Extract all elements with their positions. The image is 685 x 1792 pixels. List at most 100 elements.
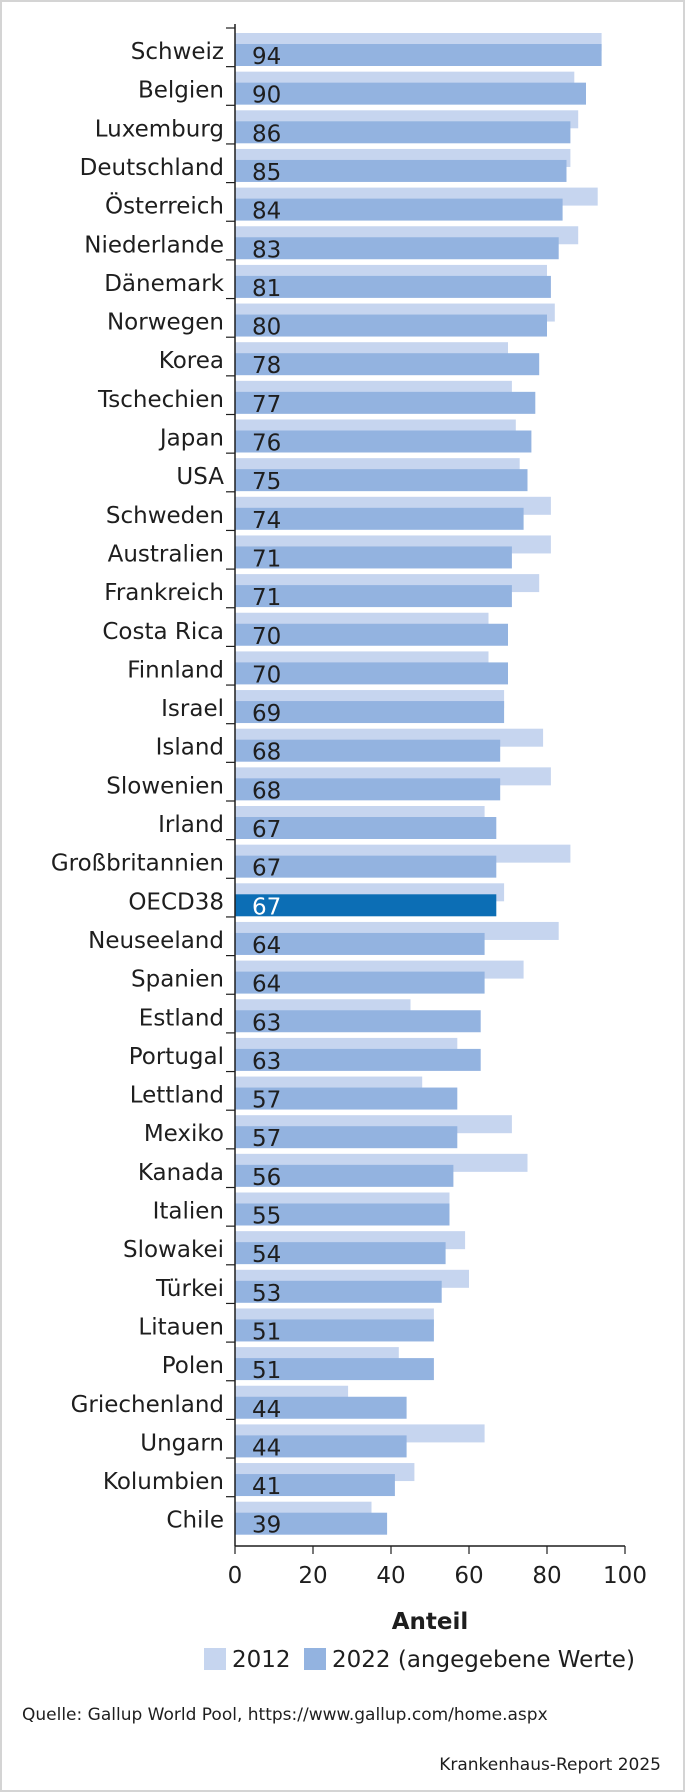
bar-2022 xyxy=(235,932,485,955)
x-tick-label: 20 xyxy=(298,1563,327,1589)
value-label: 63 xyxy=(252,1010,281,1036)
value-label: 83 xyxy=(252,237,281,263)
category-label: Irland xyxy=(158,812,224,838)
category-label: Australien xyxy=(108,541,224,567)
bar-2022 xyxy=(235,314,547,337)
bar-2022 xyxy=(235,778,501,801)
category-label: Österreich xyxy=(105,192,224,220)
bar-2022 xyxy=(235,1396,407,1419)
category-label: Schweden xyxy=(106,503,224,529)
bar-2022 xyxy=(235,855,497,878)
category-label: Deutschland xyxy=(80,155,224,181)
value-label: 39 xyxy=(252,1513,281,1539)
value-label: 64 xyxy=(252,933,281,959)
category-label: Portugal xyxy=(129,1044,224,1070)
category-label: Slowakei xyxy=(123,1237,224,1263)
value-label: 85 xyxy=(252,160,281,186)
category-label: Dänemark xyxy=(104,271,224,297)
bar-2022 xyxy=(235,469,528,492)
value-label: 90 xyxy=(252,83,281,109)
value-label: 94 xyxy=(252,44,281,70)
bar-2022 xyxy=(235,1048,481,1071)
category-label: Litauen xyxy=(138,1314,224,1340)
value-label: 75 xyxy=(252,469,281,495)
legend-label-2022: 2022 (angegebene Werte) xyxy=(332,1647,635,1673)
bar-2022-highlight xyxy=(235,894,497,917)
value-label: 70 xyxy=(252,624,281,650)
value-label: 51 xyxy=(252,1319,281,1345)
axes: 0 20 40 60 80 100 xyxy=(226,24,647,1589)
category-label: Estland xyxy=(139,1005,224,1031)
bar-2022 xyxy=(235,1164,454,1187)
bar-2022 xyxy=(235,1087,458,1110)
category-label: Norwegen xyxy=(107,310,224,336)
bar-2022 xyxy=(235,1203,450,1226)
value-label: 56 xyxy=(252,1165,281,1191)
bar-2022 xyxy=(235,1474,395,1497)
category-label: Finnland xyxy=(127,657,224,683)
value-label: 55 xyxy=(252,1204,281,1230)
value-label: 69 xyxy=(252,701,281,727)
category-label: Chile xyxy=(166,1508,224,1534)
bar-2022 xyxy=(235,701,505,724)
value-label: 71 xyxy=(252,585,281,611)
bar-2022 xyxy=(235,1242,446,1265)
value-label: 57 xyxy=(252,1088,281,1114)
x-tick-label: 40 xyxy=(376,1563,405,1589)
value-label: 44 xyxy=(252,1435,281,1461)
bar-2022 xyxy=(235,1280,442,1303)
value-label: 57 xyxy=(252,1126,281,1152)
category-label: Schweiz xyxy=(131,39,224,65)
bar-2022 xyxy=(235,1358,434,1381)
bar-2022 xyxy=(235,121,571,144)
value-label: 44 xyxy=(252,1397,281,1423)
bar-2022 xyxy=(235,817,497,839)
source-note: Quelle: Gallup World Pool, https://www.g… xyxy=(22,1705,548,1725)
bar-2022 xyxy=(235,507,524,530)
bar-2022 xyxy=(235,237,559,260)
category-label: Griechenland xyxy=(71,1392,224,1418)
category-label: Japan xyxy=(158,426,224,452)
category-label: USA xyxy=(176,464,224,490)
bar-2022 xyxy=(235,430,532,453)
value-label: 63 xyxy=(252,1049,281,1075)
category-label: Tschechien xyxy=(97,387,224,413)
category-label: Island xyxy=(156,735,224,761)
category-label: Großbritannien xyxy=(51,851,224,877)
value-label: 74 xyxy=(252,508,281,534)
category-label: Costa Rica xyxy=(102,619,224,645)
category-label: Belgien xyxy=(138,78,224,104)
legend-label-2012: 2012 xyxy=(232,1647,291,1673)
value-label: 51 xyxy=(252,1358,281,1384)
category-labels: Schweiz Belgien Luxemburg Deutschland Österr… xyxy=(51,39,225,1534)
bar-2022 xyxy=(235,662,508,685)
value-label: 80 xyxy=(252,315,281,341)
legend-swatch-2022 xyxy=(304,1648,326,1670)
value-label: 41 xyxy=(252,1474,281,1500)
value-label: 78 xyxy=(252,353,281,379)
category-label: OECD38 xyxy=(128,889,224,915)
category-label: Frankreich xyxy=(104,580,224,606)
value-label: 68 xyxy=(252,740,281,766)
bar-2022 xyxy=(235,1010,481,1033)
bar-2022 xyxy=(235,1512,388,1535)
bar-2022 xyxy=(235,739,501,762)
x-tick-label: 100 xyxy=(603,1563,647,1589)
category-label: Korea xyxy=(159,348,224,374)
bar-2022 xyxy=(235,585,512,608)
value-label: 54 xyxy=(252,1242,281,1268)
x-tick-label: 80 xyxy=(532,1563,561,1589)
value-label: 76 xyxy=(252,431,281,457)
category-label: Mexiko xyxy=(144,1121,224,1147)
category-label: Spanien xyxy=(131,967,224,993)
category-label: Lettland xyxy=(130,1083,224,1109)
bar-2022 xyxy=(235,82,586,105)
bar-2022 xyxy=(235,546,512,569)
category-label: Türkei xyxy=(155,1276,224,1302)
category-label: Polen xyxy=(162,1353,224,1379)
category-label: Niederlande xyxy=(84,232,224,258)
category-label: Kolumbien xyxy=(103,1469,224,1495)
bar-chart: Schweiz Belgien Luxemburg Deutschland Österr… xyxy=(51,24,647,1673)
category-label: Slowenien xyxy=(106,773,224,799)
